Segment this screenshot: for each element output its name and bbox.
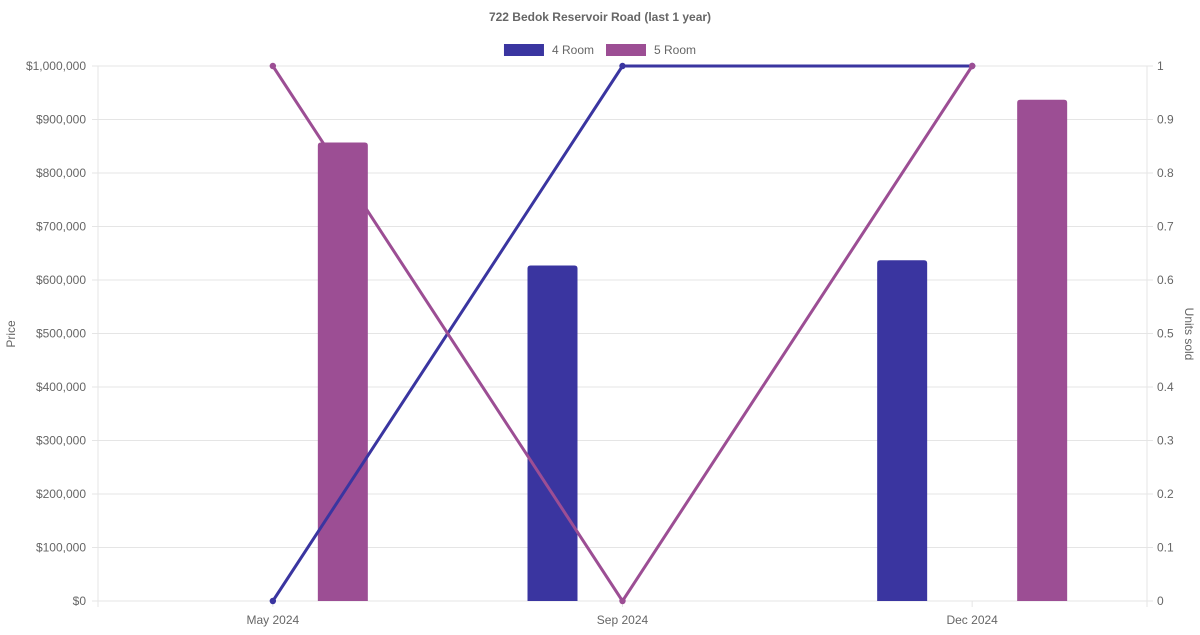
left-tick-label: $800,000: [36, 166, 86, 180]
left-tick-label: $700,000: [36, 220, 86, 234]
left-tick-label: $0: [73, 594, 87, 608]
right-tick-label: 0.1: [1157, 541, 1174, 555]
units-sold-point: [968, 62, 976, 70]
left-tick-label: $300,000: [36, 434, 86, 448]
x-tick-label: Dec 2024: [946, 613, 998, 627]
left-tick-label: $400,000: [36, 380, 86, 394]
left-tick-label: $100,000: [36, 541, 86, 555]
price-bar: [1017, 99, 1068, 601]
legend-swatch: [606, 44, 646, 56]
right-tick-label: 0.8: [1157, 166, 1174, 180]
x-axis-ticks: May 2024 Sep 2024 Dec 2024: [246, 613, 998, 627]
right-tick-label: 0.6: [1157, 273, 1174, 287]
right-tick-label: 0.3: [1157, 434, 1174, 448]
price-bars: [317, 99, 1068, 601]
right-tick-label: 0.4: [1157, 380, 1174, 394]
units-sold-point: [269, 62, 277, 70]
gridlines: [92, 65, 1153, 607]
legend-swatch: [503, 44, 544, 56]
left-tick-label: $200,000: [36, 487, 86, 501]
left-tick-label: $500,000: [36, 327, 86, 341]
right-tick-label: 0.9: [1157, 113, 1174, 127]
legend-label: 5 Room: [654, 43, 696, 57]
x-tick-label: May 2024: [246, 613, 299, 627]
units-sold-point: [269, 597, 277, 605]
right-axis-ticks: 0 0.1 0.2 0.3 0.4 0.5 0.6 0.7 0.8 0.9 1: [1157, 59, 1174, 608]
left-tick-label: $900,000: [36, 113, 86, 127]
right-axis-title: Units sold: [1182, 308, 1196, 361]
right-tick-label: 0.2: [1157, 487, 1174, 501]
chart-title: 722 Bedok Reservoir Road (last 1 year): [489, 10, 711, 24]
legend-label: 4 Room: [552, 43, 594, 57]
x-tick-label: Sep 2024: [597, 613, 649, 627]
price-bar: [877, 260, 928, 601]
legend-item[interactable]: 5 Room: [606, 43, 696, 57]
left-tick-label: $1,000,000: [26, 59, 86, 73]
left-axis-ticks: $0 $100,000 $200,000 $300,000 $400,000 $500,0…: [26, 59, 86, 608]
right-tick-label: 0.5: [1157, 327, 1174, 341]
left-axis-title: Price: [4, 320, 18, 348]
units-sold-point: [619, 62, 626, 70]
left-tick-label: $600,000: [36, 273, 86, 287]
units-sold-lines: [269, 62, 976, 605]
units-sold-point: [619, 597, 626, 605]
legend[interactable]: 4 Room 5 Room: [503, 43, 696, 57]
legend-item[interactable]: 4 Room: [503, 43, 594, 57]
right-tick-label: 0.7: [1157, 220, 1174, 234]
right-tick-label: 0: [1157, 594, 1164, 608]
price-bar: [527, 265, 578, 601]
right-tick-label: 1: [1157, 59, 1164, 73]
price-bar: [317, 142, 368, 601]
